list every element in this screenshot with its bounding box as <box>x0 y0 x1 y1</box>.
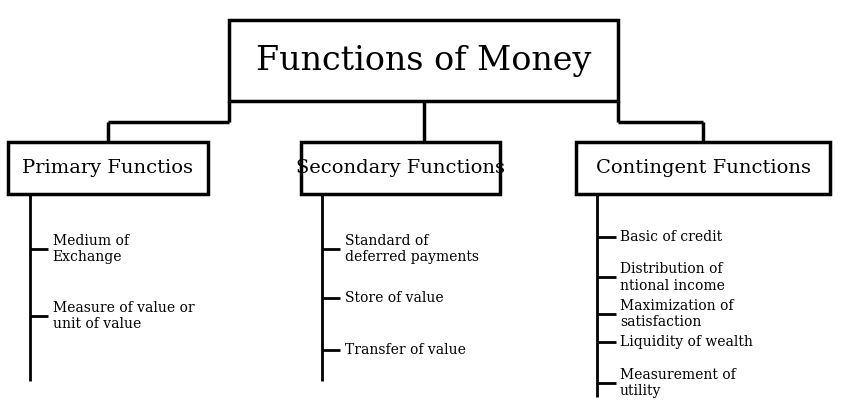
Text: Contingent Functions: Contingent Functions <box>595 159 811 177</box>
Text: Transfer of value: Transfer of value <box>345 343 466 357</box>
Text: Medium of
Exchange: Medium of Exchange <box>53 234 129 264</box>
FancyBboxPatch shape <box>8 142 208 194</box>
FancyBboxPatch shape <box>576 142 830 194</box>
FancyBboxPatch shape <box>229 20 618 101</box>
Text: Primary Functios: Primary Functios <box>23 159 193 177</box>
FancyBboxPatch shape <box>301 142 500 194</box>
Text: Maximization of
satisfaction: Maximization of satisfaction <box>620 299 734 329</box>
Text: Distribution of
ntional income: Distribution of ntional income <box>620 262 725 292</box>
Text: Standard of
deferred payments: Standard of deferred payments <box>345 234 479 264</box>
Text: Measure of value or
unit of value: Measure of value or unit of value <box>53 301 194 331</box>
Text: Measurement of
utility: Measurement of utility <box>620 368 736 398</box>
Text: Functions of Money: Functions of Money <box>256 45 591 77</box>
Text: Liquidity of wealth: Liquidity of wealth <box>620 335 753 349</box>
Text: Store of value: Store of value <box>345 291 443 305</box>
Text: Secondary Functions: Secondary Functions <box>296 159 505 177</box>
Text: Basic of credit: Basic of credit <box>620 230 722 244</box>
